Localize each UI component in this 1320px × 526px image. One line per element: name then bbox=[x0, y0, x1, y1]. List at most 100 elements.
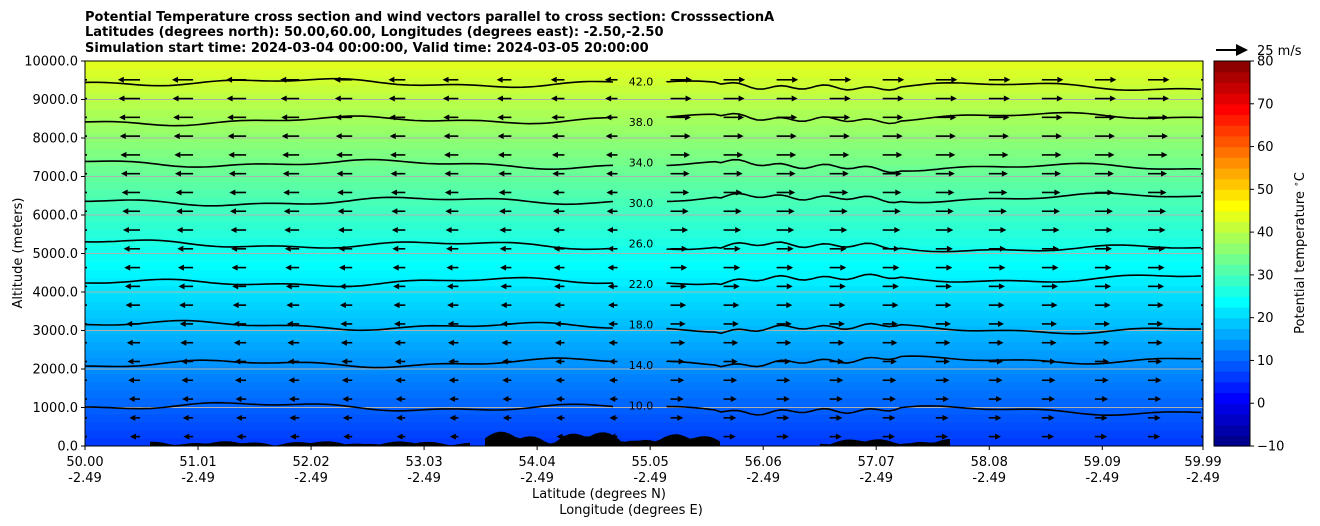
wind-arrow-head bbox=[1048, 433, 1055, 440]
wind-arrow-head bbox=[607, 283, 614, 290]
wind-arrow-head bbox=[789, 170, 796, 177]
wind-arrow-head bbox=[787, 264, 794, 271]
wind-arrow-head bbox=[606, 170, 613, 177]
wind-arrow-head bbox=[550, 76, 557, 83]
y-tick-label: 4000.0 bbox=[33, 286, 79, 301]
wind-arrow-head bbox=[336, 151, 343, 158]
wind-arrow-head bbox=[446, 264, 453, 271]
colorbar-band bbox=[1214, 424, 1250, 436]
wind-arrow-head bbox=[126, 339, 133, 346]
y-tick-label: 7000.0 bbox=[33, 170, 79, 185]
wind-arrow-head bbox=[234, 377, 241, 384]
wind-arrow-head bbox=[394, 358, 401, 365]
field-band bbox=[85, 165, 1203, 174]
wind-arrow-head bbox=[784, 377, 791, 384]
wind-arrow-head bbox=[396, 433, 403, 440]
colorbar-band bbox=[1214, 221, 1250, 233]
wind-arrow-head bbox=[337, 208, 344, 215]
wind-arrow-head bbox=[127, 358, 134, 365]
wind-arrow-head bbox=[791, 95, 798, 102]
wind-arrow-head bbox=[287, 339, 294, 346]
wind-arrow-head bbox=[173, 114, 180, 121]
wind-arrow-head bbox=[791, 114, 798, 121]
wind-arrow-head bbox=[895, 189, 902, 196]
field-band bbox=[85, 261, 1203, 271]
wind-arrow-head bbox=[1154, 414, 1161, 421]
wind-arrow-head bbox=[551, 95, 558, 102]
x-axis-label-latitude: Latitude (degrees N) bbox=[532, 487, 666, 502]
wind-arrow-head bbox=[235, 396, 242, 403]
wind-arrow-head bbox=[280, 76, 287, 83]
field-band bbox=[85, 381, 1203, 391]
wind-arrow-head bbox=[733, 283, 740, 290]
wind-arrow-head bbox=[1052, 283, 1059, 290]
colorbar-band bbox=[1214, 135, 1250, 148]
wind-arrow-head bbox=[229, 189, 236, 196]
wind-arrow-head bbox=[739, 76, 746, 83]
contour-label: 42.0 bbox=[629, 75, 654, 88]
field-band bbox=[85, 397, 1203, 407]
wind-arrow-head bbox=[605, 133, 612, 140]
y-tick-label: 6000.0 bbox=[33, 209, 79, 224]
x-tick-label-longitude: -2.49 bbox=[68, 471, 102, 486]
wind-arrow-head bbox=[608, 302, 615, 309]
wind-arrow-head bbox=[894, 208, 901, 215]
wind-arrow-head bbox=[226, 95, 233, 102]
wind-arrow-head bbox=[785, 339, 792, 346]
wind-arrow-head bbox=[174, 151, 181, 158]
wind-arrow-head bbox=[179, 302, 186, 309]
wind-arrow-head bbox=[843, 133, 850, 140]
wind-arrow-head bbox=[891, 320, 898, 327]
temperature-field bbox=[85, 61, 1203, 446]
field-band bbox=[85, 213, 1203, 223]
x-tick-label-latitude: 55.05 bbox=[632, 455, 669, 470]
wind-arrow-head bbox=[1109, 95, 1116, 102]
contour-label: 18.0 bbox=[629, 318, 654, 331]
y-axis-ticks: 0.0 1000.0 2000.0 3000.0 4000.0 5000.0 6000.0 7… bbox=[24, 55, 85, 455]
wind-arrow-head bbox=[281, 114, 288, 121]
wind-arrow-head bbox=[1162, 133, 1169, 140]
plot-area: 10.014.018.022.026.030.034.038.042.046.0 bbox=[75, 61, 1203, 446]
wind-arrow-head bbox=[177, 264, 184, 271]
x-tick-label-latitude: 59.99 bbox=[1184, 455, 1221, 470]
wind-arrow-head bbox=[889, 396, 896, 403]
wind-arrow-head bbox=[605, 95, 612, 102]
wind-arrow-head bbox=[845, 76, 852, 83]
wind-arrow-head bbox=[897, 95, 904, 102]
wind-arrow-head bbox=[444, 170, 451, 177]
wind-arrow-head bbox=[1000, 208, 1007, 215]
wind-arrow-head bbox=[449, 433, 456, 440]
wind-arrow-head bbox=[999, 245, 1006, 252]
wind-arrow-head bbox=[501, 320, 508, 327]
wind-arrow-head bbox=[734, 245, 741, 252]
colorbar-tick-label: 10 bbox=[1257, 354, 1274, 369]
wind-arrow-head bbox=[1154, 433, 1161, 440]
wind-arrow-head bbox=[838, 339, 845, 346]
colorbar-bands bbox=[1214, 61, 1250, 447]
y-tick-label: 0.0 bbox=[57, 440, 78, 455]
field-band bbox=[85, 325, 1203, 335]
colorbar-band bbox=[1214, 381, 1250, 394]
wind-arrow-head bbox=[339, 302, 346, 309]
wind-arrow-head bbox=[1158, 283, 1165, 290]
field-band bbox=[85, 93, 1203, 102]
wind-arrow-head bbox=[1054, 189, 1061, 196]
wind-arrow-head bbox=[1050, 339, 1057, 346]
wind-arrow-head bbox=[895, 170, 902, 177]
wind-arrow-head bbox=[839, 302, 846, 309]
wind-arrow-head bbox=[75, 377, 81, 383]
wind-arrow-head bbox=[942, 414, 949, 421]
wind-arrow-head bbox=[1055, 151, 1062, 158]
wind-arrow-head bbox=[337, 189, 344, 196]
wind-arrow-head bbox=[786, 302, 793, 309]
contour-label: 22.0 bbox=[629, 278, 654, 291]
wind-arrow-head bbox=[942, 396, 949, 403]
wind-arrow-head bbox=[1000, 227, 1007, 234]
field-band bbox=[85, 173, 1203, 182]
wind-arrow-head bbox=[446, 283, 453, 290]
wind-arrow-head bbox=[233, 339, 240, 346]
wind-arrow-head bbox=[1052, 245, 1059, 252]
wind-arrow-head bbox=[448, 358, 455, 365]
wind-arrow-head bbox=[500, 264, 507, 271]
wind-arrow-head bbox=[285, 283, 292, 290]
